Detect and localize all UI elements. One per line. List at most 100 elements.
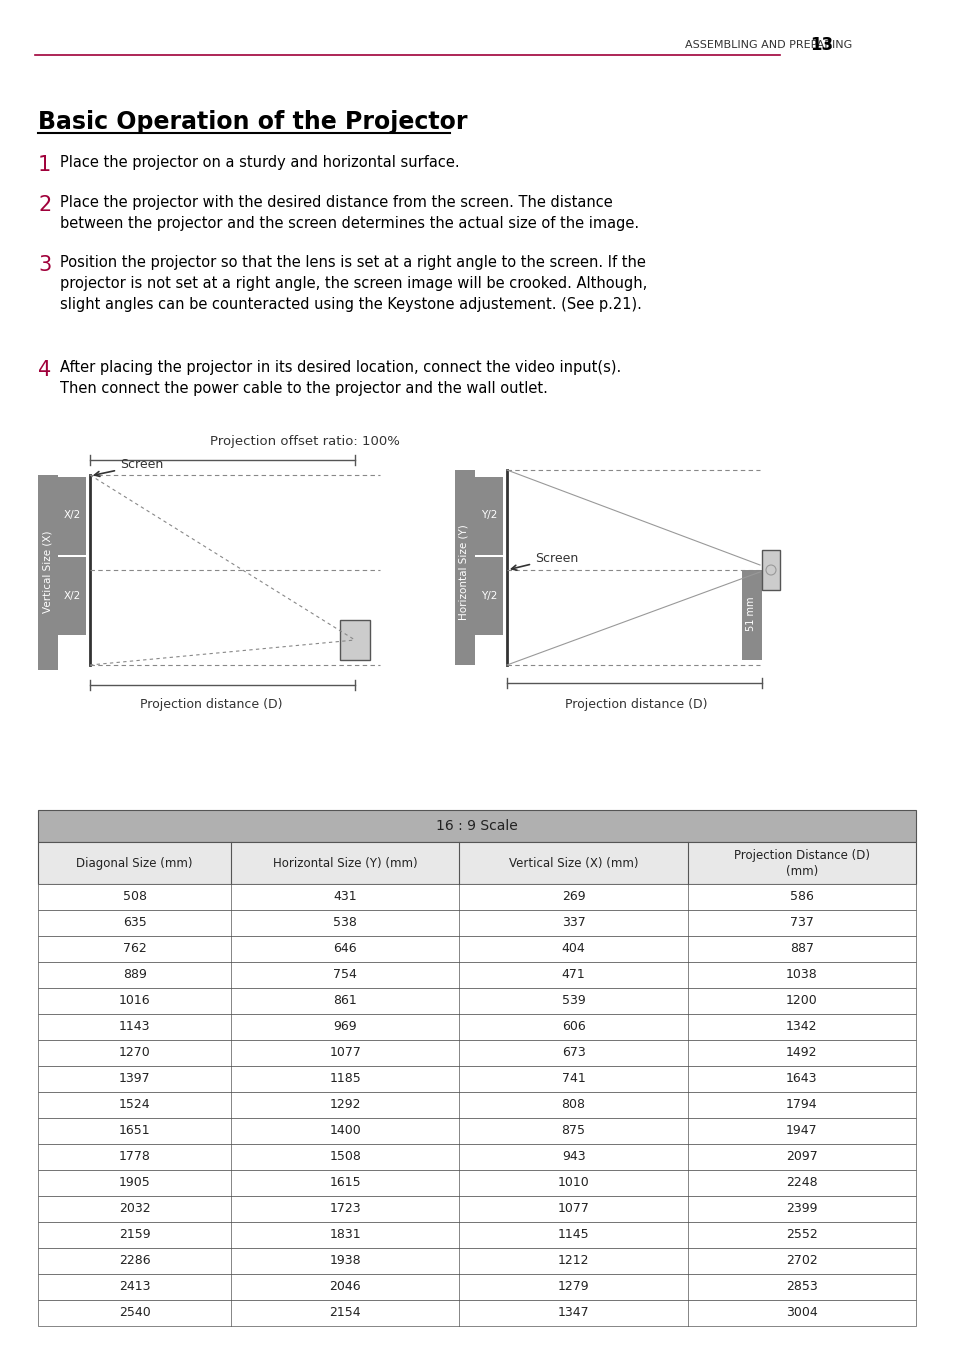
Text: 2248: 2248 bbox=[785, 1177, 817, 1190]
Text: After placing the projector in its desired location, connect the video input(s).: After placing the projector in its desir… bbox=[60, 360, 620, 395]
Text: Projection distance (D): Projection distance (D) bbox=[564, 699, 707, 711]
Text: 337: 337 bbox=[561, 917, 585, 929]
Text: 1292: 1292 bbox=[329, 1098, 360, 1112]
Text: 1038: 1038 bbox=[785, 968, 817, 982]
Text: 1145: 1145 bbox=[558, 1228, 589, 1242]
Text: Projection offset ratio: 100%: Projection offset ratio: 100% bbox=[210, 435, 399, 448]
Text: 1947: 1947 bbox=[785, 1125, 817, 1137]
Text: 2154: 2154 bbox=[329, 1307, 361, 1320]
Text: 1831: 1831 bbox=[329, 1228, 361, 1242]
Text: Horizontal Size (Y): Horizontal Size (Y) bbox=[458, 524, 469, 620]
Text: 808: 808 bbox=[561, 1098, 585, 1112]
Text: Place the projector with the desired distance from the screen. The distance
betw: Place the projector with the desired dis… bbox=[60, 195, 639, 232]
Text: Y/2: Y/2 bbox=[480, 510, 497, 520]
Bar bbox=[761, 550, 780, 590]
Text: 1651: 1651 bbox=[118, 1125, 151, 1137]
Text: 1794: 1794 bbox=[785, 1098, 817, 1112]
Text: 1524: 1524 bbox=[118, 1098, 151, 1112]
Text: 538: 538 bbox=[333, 917, 356, 929]
Text: 889: 889 bbox=[123, 968, 147, 982]
Text: 2853: 2853 bbox=[785, 1281, 817, 1293]
Text: 3: 3 bbox=[38, 255, 51, 275]
Text: 754: 754 bbox=[333, 968, 356, 982]
Bar bbox=[38, 988, 915, 1014]
FancyBboxPatch shape bbox=[58, 556, 86, 635]
Bar bbox=[38, 1091, 915, 1118]
Text: Horizontal Size (Y) (mm): Horizontal Size (Y) (mm) bbox=[273, 857, 417, 869]
Text: 1938: 1938 bbox=[329, 1255, 361, 1267]
Text: 1212: 1212 bbox=[558, 1255, 589, 1267]
Text: 16 : 9 Scale: 16 : 9 Scale bbox=[436, 819, 517, 833]
Text: 269: 269 bbox=[561, 891, 585, 903]
Text: 1342: 1342 bbox=[785, 1021, 817, 1033]
Text: 1778: 1778 bbox=[118, 1151, 151, 1163]
Text: 2097: 2097 bbox=[785, 1151, 817, 1163]
Text: 1347: 1347 bbox=[558, 1307, 589, 1320]
Text: 2046: 2046 bbox=[329, 1281, 361, 1293]
Text: 3004: 3004 bbox=[785, 1307, 817, 1320]
FancyBboxPatch shape bbox=[455, 470, 475, 665]
Text: 635: 635 bbox=[123, 917, 147, 929]
Text: 2413: 2413 bbox=[119, 1281, 151, 1293]
Bar bbox=[38, 1066, 915, 1091]
Text: 741: 741 bbox=[561, 1072, 585, 1086]
Bar bbox=[339, 620, 370, 659]
Text: 2159: 2159 bbox=[118, 1228, 151, 1242]
Bar bbox=[38, 1118, 915, 1144]
Bar bbox=[38, 1248, 915, 1274]
Text: 646: 646 bbox=[334, 942, 356, 956]
Text: 943: 943 bbox=[561, 1151, 585, 1163]
Text: 4: 4 bbox=[38, 360, 51, 380]
Text: Diagonal Size (mm): Diagonal Size (mm) bbox=[76, 857, 193, 869]
Text: 2552: 2552 bbox=[785, 1228, 817, 1242]
Text: 1016: 1016 bbox=[118, 994, 151, 1007]
Text: 673: 673 bbox=[561, 1047, 585, 1059]
Text: 539: 539 bbox=[561, 994, 585, 1007]
Text: Projection Distance (D)
(mm): Projection Distance (D) (mm) bbox=[733, 849, 869, 877]
Bar bbox=[38, 842, 915, 884]
Text: 2032: 2032 bbox=[118, 1202, 151, 1216]
Text: 1723: 1723 bbox=[329, 1202, 361, 1216]
Bar bbox=[38, 910, 915, 936]
Text: 2: 2 bbox=[38, 195, 51, 215]
Text: 1643: 1643 bbox=[785, 1072, 817, 1086]
Text: 404: 404 bbox=[561, 942, 585, 956]
Text: Basic Operation of the Projector: Basic Operation of the Projector bbox=[38, 110, 467, 134]
Text: 586: 586 bbox=[789, 891, 813, 903]
Bar bbox=[38, 1144, 915, 1170]
Text: 51 mm: 51 mm bbox=[745, 597, 755, 631]
FancyBboxPatch shape bbox=[475, 477, 502, 555]
Bar bbox=[38, 1170, 915, 1196]
Text: Screen: Screen bbox=[94, 459, 163, 477]
Bar bbox=[38, 1223, 915, 1248]
Text: Projection distance (D): Projection distance (D) bbox=[140, 699, 282, 711]
Text: 1: 1 bbox=[38, 154, 51, 175]
Bar bbox=[38, 1300, 915, 1326]
Bar bbox=[38, 1040, 915, 1066]
Bar bbox=[38, 1274, 915, 1300]
FancyBboxPatch shape bbox=[38, 475, 58, 670]
Text: 1010: 1010 bbox=[558, 1177, 589, 1190]
Text: 606: 606 bbox=[561, 1021, 585, 1033]
Text: 1905: 1905 bbox=[118, 1177, 151, 1190]
Text: Place the projector on a sturdy and horizontal surface.: Place the projector on a sturdy and hori… bbox=[60, 154, 459, 171]
Bar bbox=[38, 936, 915, 961]
Text: 1185: 1185 bbox=[329, 1072, 361, 1086]
Text: 508: 508 bbox=[122, 891, 147, 903]
Text: 969: 969 bbox=[334, 1021, 356, 1033]
FancyBboxPatch shape bbox=[58, 477, 86, 555]
Text: 1508: 1508 bbox=[329, 1151, 361, 1163]
FancyBboxPatch shape bbox=[475, 556, 502, 635]
Text: 471: 471 bbox=[561, 968, 585, 982]
Bar bbox=[38, 884, 915, 910]
Text: Screen: Screen bbox=[511, 551, 578, 570]
Text: 875: 875 bbox=[561, 1125, 585, 1137]
Text: Position the projector so that the lens is set at a right angle to the screen. I: Position the projector so that the lens … bbox=[60, 255, 646, 311]
Text: 1400: 1400 bbox=[329, 1125, 361, 1137]
Text: 1077: 1077 bbox=[558, 1202, 589, 1216]
Text: 2286: 2286 bbox=[118, 1255, 151, 1267]
FancyBboxPatch shape bbox=[741, 570, 761, 659]
Text: 1279: 1279 bbox=[558, 1281, 589, 1293]
Text: 431: 431 bbox=[334, 891, 356, 903]
Bar bbox=[38, 810, 915, 842]
